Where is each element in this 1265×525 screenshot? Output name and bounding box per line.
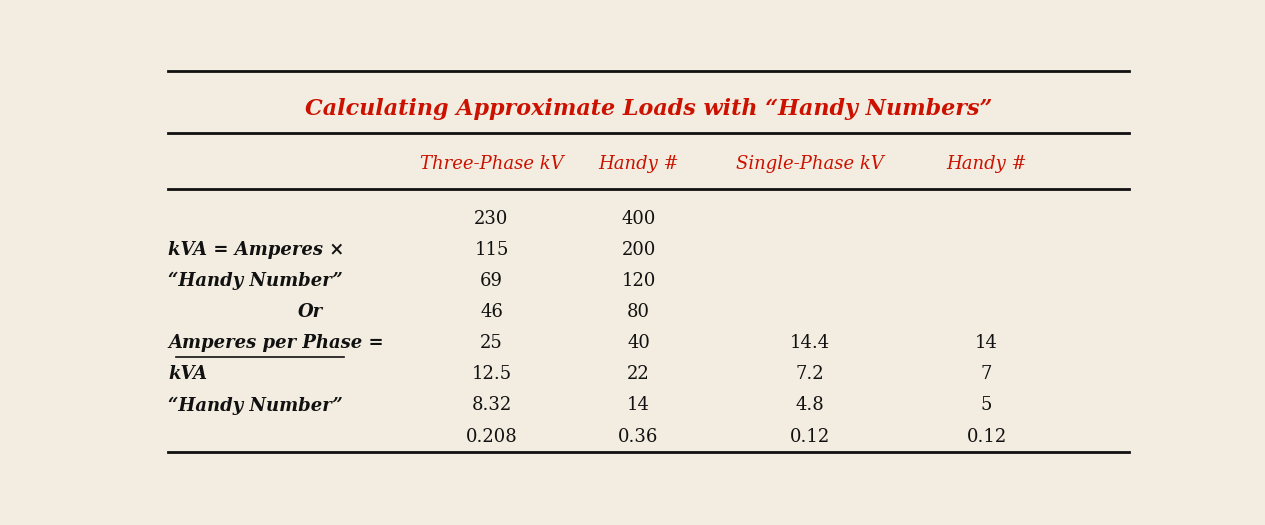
Text: 230: 230 [474,209,509,228]
Text: 4.8: 4.8 [796,396,825,414]
Text: 69: 69 [479,272,503,290]
Text: Three-Phase kV: Three-Phase kV [420,155,563,173]
Text: 80: 80 [627,303,650,321]
Text: Handy #: Handy # [946,155,1027,173]
Text: “Handy Number”: “Handy Number” [168,396,343,415]
Text: 8.32: 8.32 [472,396,511,414]
Text: 14: 14 [627,396,650,414]
Text: 0.12: 0.12 [789,427,830,446]
Text: 7.2: 7.2 [796,365,825,383]
Text: 25: 25 [481,334,502,352]
Text: 5: 5 [980,396,992,414]
Text: Calculating Approximate Loads with “Handy Numbers”: Calculating Approximate Loads with “Hand… [305,99,992,121]
Text: 120: 120 [621,272,655,290]
Text: 40: 40 [627,334,650,352]
Text: kVA: kVA [168,365,207,383]
Text: Amperes per Phase =: Amperes per Phase = [168,334,383,352]
Text: Handy #: Handy # [598,155,679,173]
Text: 200: 200 [621,241,655,259]
Text: 7: 7 [980,365,992,383]
Text: 46: 46 [479,303,503,321]
Text: Or: Or [297,303,323,321]
Text: 12.5: 12.5 [472,365,511,383]
Text: kVA = Amperes ×: kVA = Amperes × [168,241,344,259]
Text: 0.36: 0.36 [619,427,659,446]
Text: 14.4: 14.4 [791,334,830,352]
Text: 0.12: 0.12 [966,427,1007,446]
Text: 22: 22 [627,365,650,383]
Text: 0.208: 0.208 [466,427,517,446]
Text: 14: 14 [975,334,998,352]
Text: Single-Phase kV: Single-Phase kV [736,155,884,173]
Text: 400: 400 [621,209,655,228]
Text: 115: 115 [474,241,509,259]
Text: “Handy Number”: “Handy Number” [168,272,343,290]
